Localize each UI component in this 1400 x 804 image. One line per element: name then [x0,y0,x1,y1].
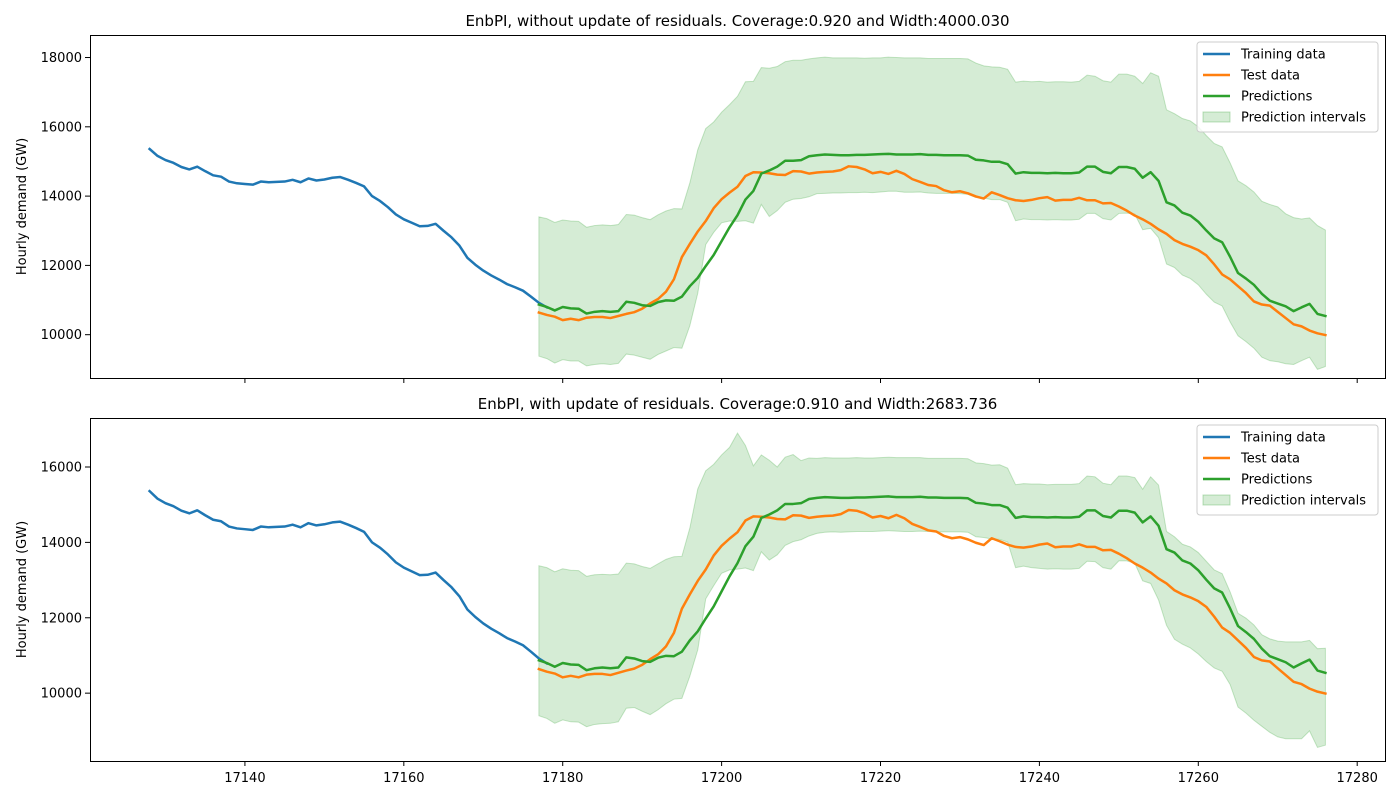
panel-2-legend: Training data Test data Predictions Predict… [1196,424,1379,516]
panel-1-legend-label: Training data [1240,48,1326,63]
panel-2-test-line [537,508,1327,696]
panel-2-legend-swatch-intervals [1202,494,1231,506]
panel-1-legend-label: Predictions [1241,90,1313,105]
panel-2-xtick-label: 17180 [542,771,583,786]
panel-2-legend-label: Training data [1240,431,1326,446]
panel-1-legend-label: Prediction intervals [1241,111,1366,126]
panel-1-legend: Training data Test data Predictions Predict… [1196,41,1379,133]
panel-2-ylabel: Hourly demand (GW) [15,521,30,658]
panel-2-ytick-label: 14000 [41,536,82,551]
panel-2-xtick-label: 17240 [1019,771,1060,786]
panel-1-prediction-interval-band [538,56,1326,370]
panel-2-predictions-line [537,495,1327,675]
panel-2-xtick-label: 17280 [1337,771,1378,786]
panel-2-title: EnbPI, with update of residuals. Coverag… [478,395,998,413]
panel-1-legend-label: Test data [1240,69,1300,84]
panel-2-xtick-label: 17200 [701,771,742,786]
panel-2-axes-frame [90,418,1386,762]
panel-1-predictions-line [537,152,1327,318]
panel-1-plot-area [147,56,1327,370]
panel-2-ytick-label: 12000 [41,611,82,626]
panel-1-training-line [147,147,549,310]
panel-1-title: EnbPI, without update of residuals. Cove… [465,12,1009,30]
panel-2-xtick-label: 17160 [383,771,424,786]
panel-2-xtick-label: 17260 [1178,771,1219,786]
panel-2-xtick-label: 17140 [224,771,265,786]
panel-1-legend-box [1196,41,1379,133]
panel-1-ytick-label: 18000 [41,51,82,66]
panel-2-group: 17140 17160 17180 17200 17220 17240 17260 17280… [15,395,1386,786]
panel-1-group: 10000 12000 14000 16000 18000 EnbPI, without … [15,12,1386,383]
panel-1-legend-swatch-intervals [1202,111,1231,123]
panel-1-axes-frame [90,35,1386,379]
panel-1-test-line [537,165,1327,337]
panel-2-plot-area [147,432,1327,749]
panel-1-ylabel: Hourly demand (GW) [15,138,30,275]
panel-2-ytick-label: 10000 [41,687,82,702]
panel-2-ytick-label: 16000 [41,461,82,476]
panel-2-legend-label: Test data [1240,452,1300,467]
panel-1-ytick-label: 16000 [41,120,82,135]
panel-1-ytick-label: 12000 [41,259,82,274]
panel-2-legend-label: Prediction intervals [1241,494,1366,509]
panel-1-ytick-label: 14000 [41,190,82,205]
panel-2-legend-box [1196,424,1379,516]
panel-2-training-line [147,489,549,666]
panel-2-legend-label: Predictions [1241,473,1313,488]
panel-2-xtick-label: 17220 [860,771,901,786]
panel-1-ytick-label: 10000 [41,328,82,343]
